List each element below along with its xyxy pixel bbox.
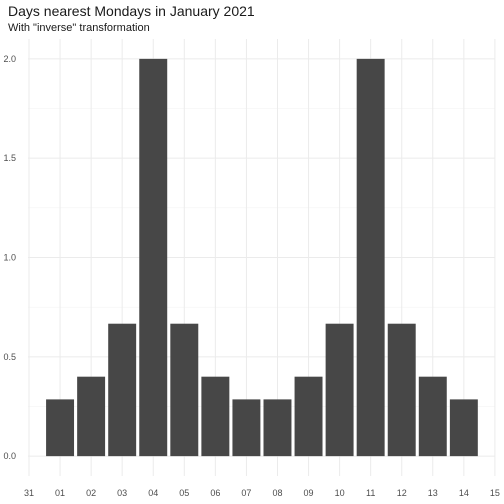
x-tick-label: 04 <box>148 488 158 498</box>
y-tick-label: 1.5 <box>3 153 16 163</box>
x-axis-ticks: 31 01 02 03 04 05 06 07 08 09 10 11 12 13 14 15 <box>24 488 500 498</box>
bar-07 <box>232 399 261 457</box>
bar-08 <box>263 399 292 457</box>
bar-05 <box>170 323 199 457</box>
x-tick-label: 01 <box>55 488 65 498</box>
x-tick-label: 31 <box>24 488 34 498</box>
y-tick-label: 0.0 <box>3 451 16 461</box>
y-tick-label: 0.5 <box>3 352 16 362</box>
y-tick-label: 1.0 <box>3 253 16 263</box>
chart-subtitle: With "inverse" transformation <box>8 22 150 34</box>
bar-01 <box>46 399 75 457</box>
bar-14 <box>449 399 478 457</box>
bar-10 <box>325 323 354 457</box>
x-tick-label: 09 <box>304 488 314 498</box>
x-tick-label: 11 <box>366 488 375 498</box>
grid-lines <box>28 39 496 476</box>
x-tick-label: 10 <box>335 488 345 498</box>
x-tick-label: 06 <box>210 488 220 498</box>
x-tick-label: 03 <box>117 488 127 498</box>
y-tick-label: 2.0 <box>3 54 16 64</box>
y-axis-ticks: 0.0 0.5 1.0 1.5 2.0 <box>3 54 16 461</box>
x-tick-label: 12 <box>397 488 407 498</box>
bar-06 <box>201 376 230 457</box>
bar-11 <box>356 58 385 457</box>
x-tick-label: 05 <box>179 488 189 498</box>
x-tick-label: 08 <box>272 488 282 498</box>
bar-12 <box>387 323 416 457</box>
chart-title: Days nearest Mondays in January 2021 <box>8 3 255 19</box>
bar-13 <box>418 376 447 457</box>
bar-03 <box>108 323 137 457</box>
x-tick-label: 14 <box>459 488 469 498</box>
bar-02 <box>77 376 106 457</box>
bar-09 <box>294 376 323 457</box>
x-tick-label: 15 <box>490 488 500 498</box>
bar-04 <box>139 58 168 457</box>
x-tick-label: 02 <box>86 488 96 498</box>
bars <box>46 58 478 457</box>
x-tick-label: 07 <box>241 488 251 498</box>
x-tick-label: 13 <box>428 488 438 498</box>
